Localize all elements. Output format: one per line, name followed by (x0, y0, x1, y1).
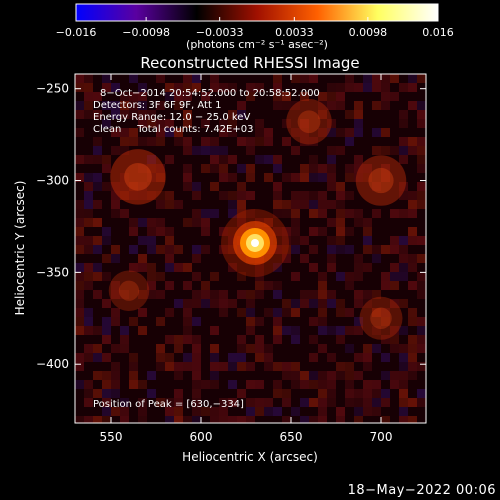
annotation-energy: Energy Range: 12.0 − 25.0 keV (93, 112, 250, 123)
axis-ticks: 550 600 650 700 −250 −300 −350 −400 (36, 74, 426, 444)
colorbar-tick-label: 0.016 (422, 26, 454, 39)
colorbar-tick-label: 0.0033 (275, 26, 314, 39)
chart-title: Reconstructed RHESSI Image (140, 54, 359, 72)
annotation-detectors: Detectors: 3F 6F 9F, Att 1 (93, 100, 221, 111)
source-blob (355, 155, 407, 206)
x-tick-label: 600 (190, 430, 213, 444)
colorbar (75, 3, 439, 22)
colorbar-ticks: −0.016 −0.0098 −0.0033 0.0033 0.0098 0.016 (56, 17, 454, 39)
colorbar-units: (photons cm⁻² s⁻¹ asec⁻²) (186, 38, 328, 51)
y-axis-label: Heliocentric Y (arcsec) (13, 181, 27, 316)
annotations: 8−Oct−2014 20:54:52.000 to 20:58:52.000 … (93, 88, 320, 410)
source-blob-core (368, 167, 394, 194)
source-blob-core (124, 162, 152, 191)
heatmap-image (75, 74, 426, 423)
colorbar-tick-label: −0.0033 (196, 26, 244, 39)
x-tick-label: 650 (280, 430, 303, 444)
colorbar-tick-label: −0.0098 (122, 26, 170, 39)
y-tick-label: −300 (36, 174, 69, 188)
source-blob (108, 270, 150, 311)
colorbar-tick-label: −0.016 (56, 26, 97, 39)
source-peak (251, 238, 259, 247)
source-blob-core (118, 280, 140, 301)
plot-frame (74, 73, 427, 424)
x-tick-label: 550 (100, 430, 123, 444)
source-blob-core (297, 110, 321, 134)
annotation-time: 8−Oct−2014 20:54:52.000 to 20:58:52.000 (100, 88, 320, 99)
colorbar-tick-label: 0.0098 (349, 26, 388, 39)
annotation-counts: Clean Total counts: 7.42E+03 (93, 124, 253, 135)
source-blob-core (370, 307, 392, 330)
peak-label: Position of Peak = [630,−334] (93, 399, 244, 410)
source-blob (359, 296, 403, 340)
source-blob (110, 149, 166, 205)
footer-date: 18−May−2022 00:06 (347, 483, 496, 498)
x-tick-label: 700 (370, 430, 393, 444)
y-tick-label: −250 (36, 82, 69, 96)
rhessi-chart: −0.016 −0.0098 −0.0033 0.0033 0.0098 0.016 (p… (13, 3, 454, 464)
y-tick-label: −400 (36, 357, 69, 371)
x-axis-label: Heliocentric X (arcsec) (182, 450, 318, 464)
heatmap-sources (108, 99, 407, 340)
y-tick-label: −350 (36, 265, 69, 279)
source-blob (286, 99, 332, 145)
